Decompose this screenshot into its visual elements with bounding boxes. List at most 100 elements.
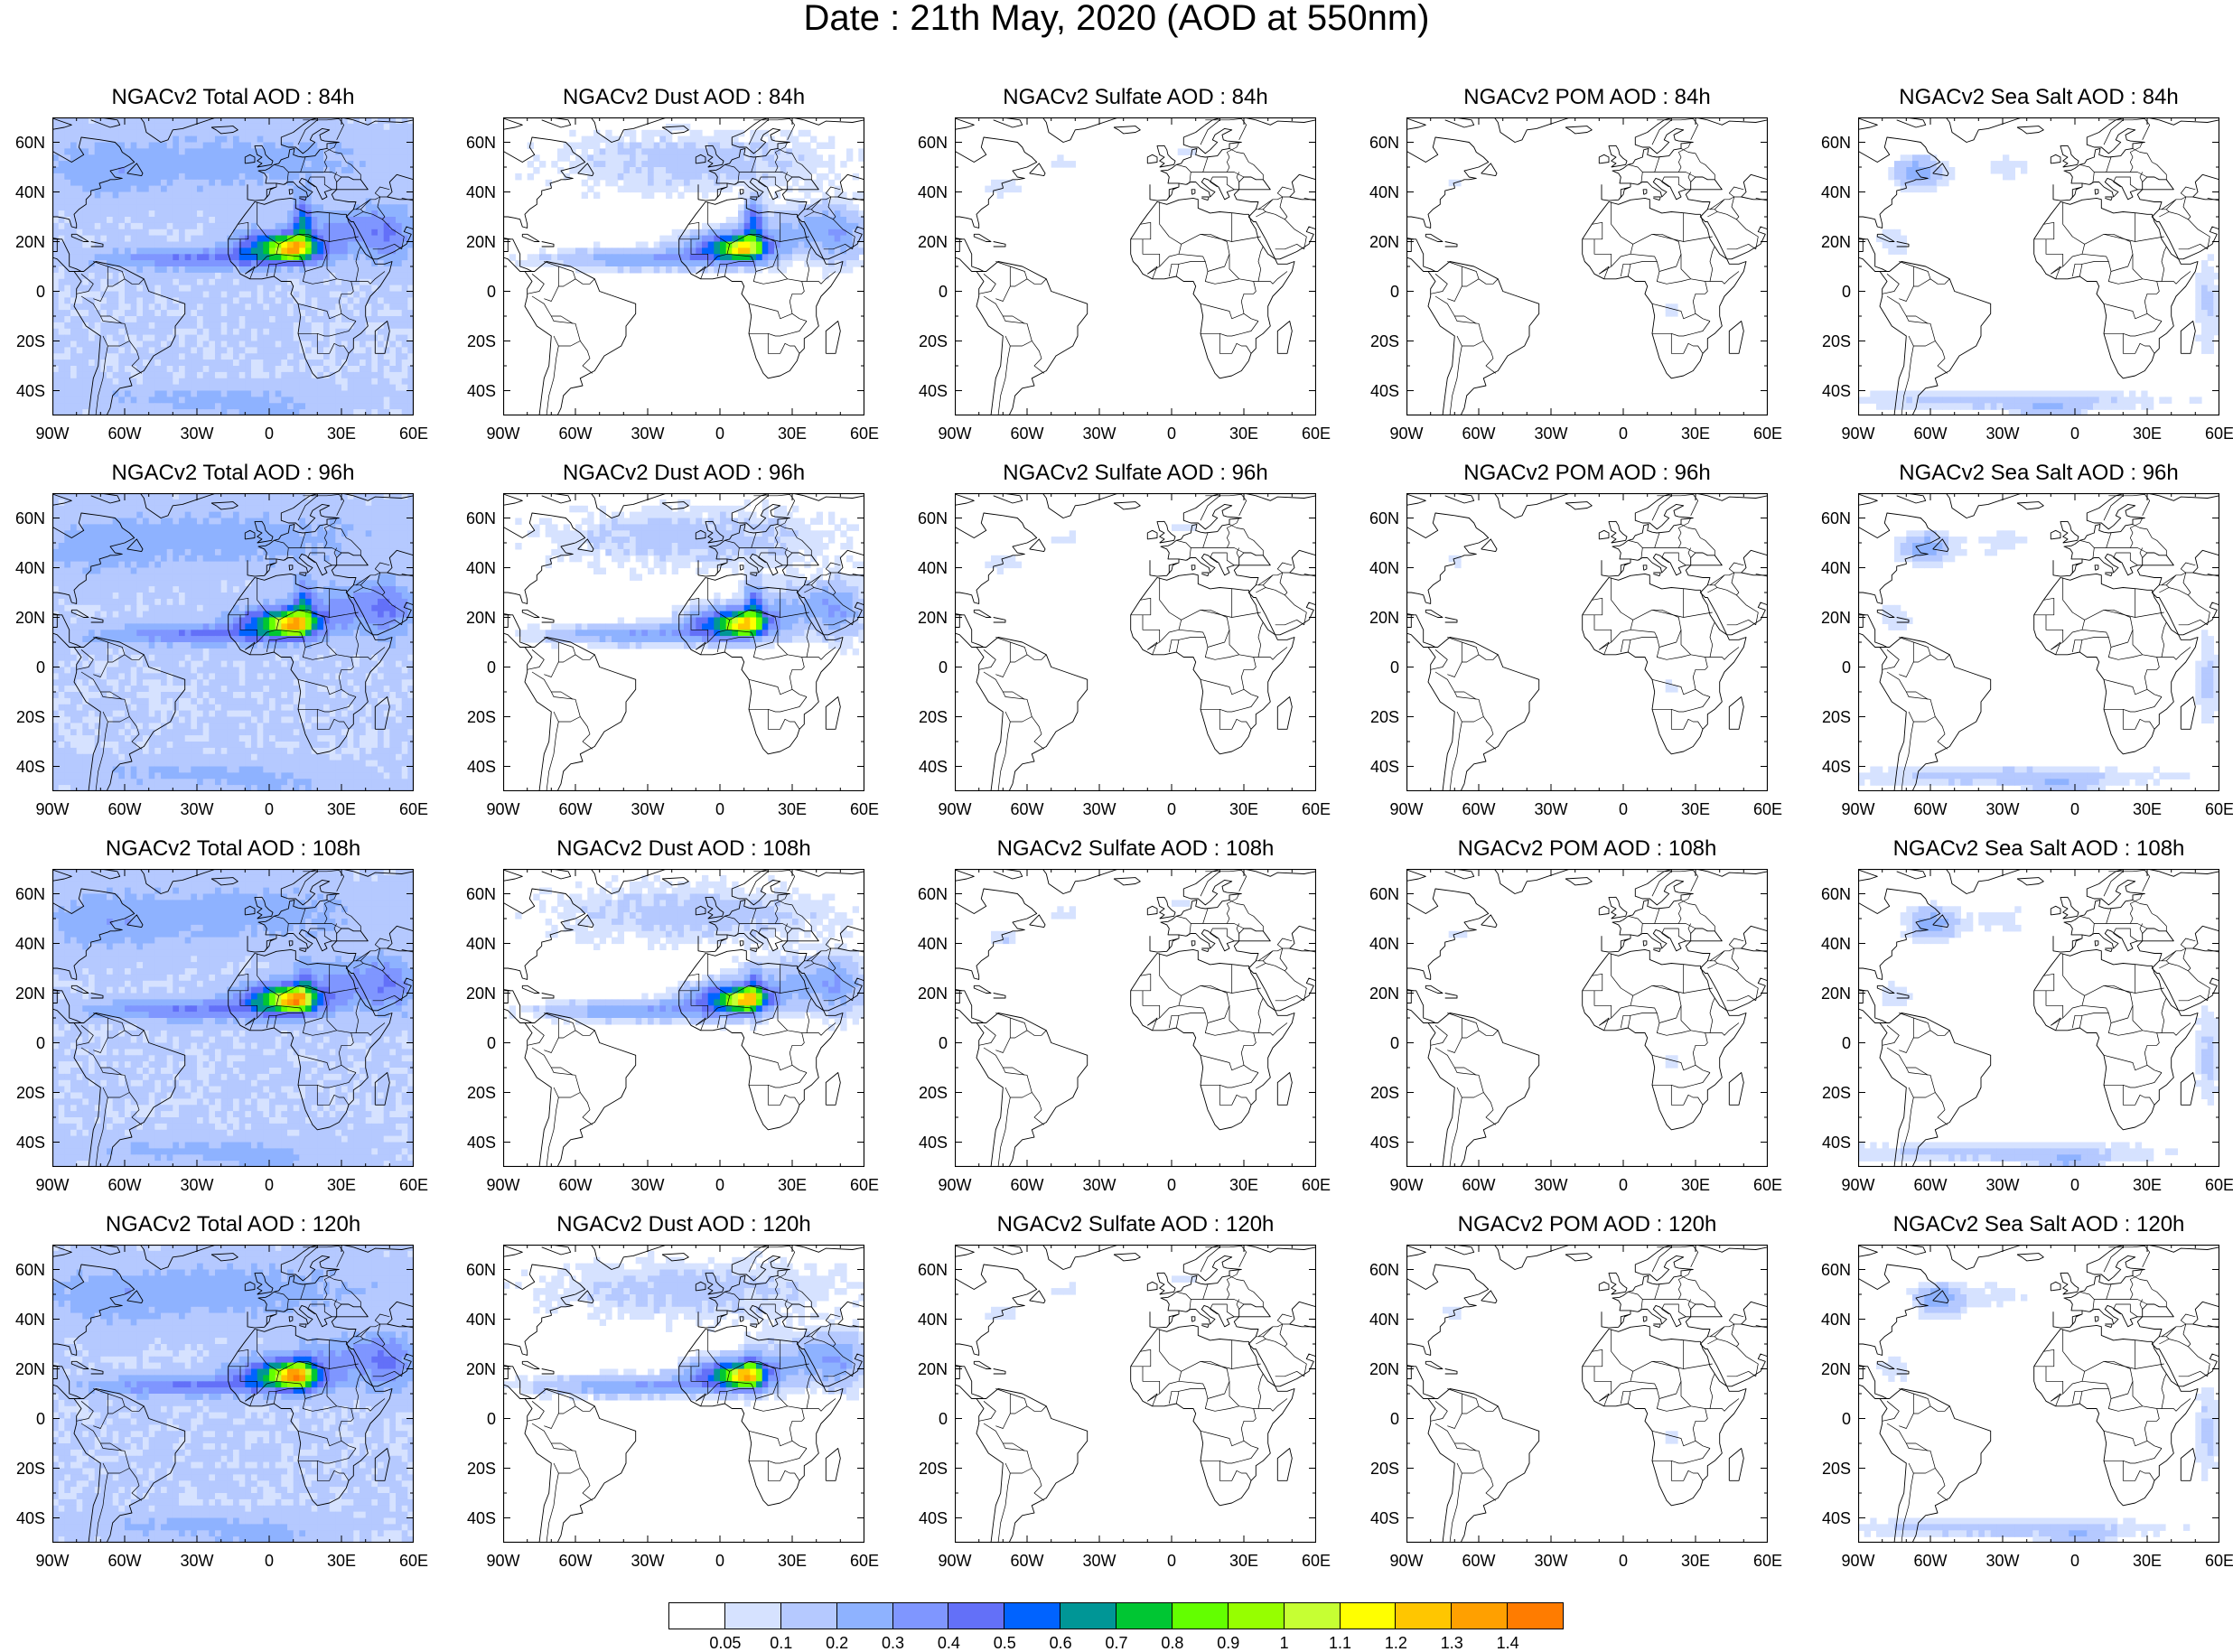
coastlines	[1406, 869, 1768, 1167]
lat-tick-label: 20N	[465, 984, 496, 1003]
aod-map	[1858, 493, 2219, 791]
panel-title: NGACv2 Total AOD : 120h	[105, 1212, 361, 1237]
lon-tick-label: 30W	[1534, 800, 1568, 818]
colorbar-swatch	[1004, 1602, 1061, 1629]
lon-tick-label: 90W	[938, 1552, 972, 1570]
lon-tick-label: 0	[1166, 800, 1176, 818]
aod-map	[1406, 493, 1768, 791]
lat-tick-label: 40S	[1369, 381, 1399, 400]
aod-field	[515, 499, 864, 656]
map-frame	[1406, 493, 1768, 791]
lat-tick-label: 60N	[465, 133, 496, 152]
colorbar-swatch	[948, 1602, 1005, 1629]
lat-tick-label: 0	[486, 1409, 496, 1428]
lat-tick-label: 40N	[917, 1310, 948, 1329]
lon-tick-label: 60W	[107, 1552, 142, 1570]
lon-tick-label: 30W	[180, 425, 214, 443]
lon-tick-label: 90W	[486, 1552, 520, 1570]
lon-tick-label: 60E	[2204, 1552, 2233, 1570]
coastlines	[52, 1245, 414, 1543]
coastlines	[955, 493, 1316, 791]
lat-tick-label: 40S	[15, 1133, 45, 1152]
coastlines	[52, 869, 414, 1167]
panel-title: NGACv2 Sulfate AOD : 96h	[1003, 461, 1268, 485]
coastlines	[503, 869, 864, 1167]
lon-tick-label: 30E	[1680, 800, 1711, 818]
lat-tick-label: 60N	[1369, 133, 1399, 152]
coastlines	[955, 117, 1316, 415]
map-panel-pom-4: NGACv2 POM AOD : 120h 60N 40N 20N 0 20S 40S 90W…	[1369, 1212, 1782, 1584]
lon-tick-label: 30W	[180, 800, 214, 818]
colorbar-swatch	[668, 1602, 725, 1629]
aod-map	[1406, 1245, 1768, 1543]
lon-tick-label: 30E	[777, 1176, 808, 1194]
lon-tick-label: 0	[1618, 1552, 1628, 1570]
lon-tick-label: 30E	[1229, 425, 1259, 443]
lat-tick-label: 0	[35, 1033, 45, 1052]
lat-tick-label: 40N	[1369, 182, 1399, 201]
map-frame	[52, 117, 414, 415]
lat-tick-label: 40S	[918, 757, 948, 776]
map-panel-dust-3: NGACv2 Dust AOD : 108h 60N 40N 20N 0 20S 40S 90…	[466, 836, 879, 1209]
lon-tick-label: 30W	[1985, 425, 2020, 443]
aod-map	[1858, 117, 2219, 415]
lat-tick-label: 20N	[465, 1359, 496, 1378]
coastlines	[1406, 117, 1768, 415]
lat-tick-label: 20S	[918, 1459, 948, 1478]
lat-tick-label: 0	[1841, 282, 1851, 301]
map-panel-pom-1: NGACv2 POM AOD : 84h 60N 40N 20N 0 20S 40S 90W 6…	[1369, 85, 1782, 457]
lon-tick-label: 60E	[2204, 1176, 2233, 1194]
lat-tick-label: 40S	[918, 1508, 948, 1527]
lon-tick-label: 60W	[107, 425, 142, 443]
lat-tick-label: 20N	[1369, 608, 1399, 627]
colorbar-label: 1.1	[1328, 1634, 1352, 1652]
aod-field	[1858, 530, 2219, 791]
map-frame	[955, 869, 1316, 1167]
lat-tick-label: 60N	[1820, 509, 1851, 527]
lon-tick-label: 60E	[1752, 1552, 1783, 1570]
lon-tick-label: 0	[1618, 1176, 1628, 1194]
lon-tick-label: 60W	[1913, 800, 1948, 818]
lat-tick-label: 40N	[1820, 934, 1851, 953]
lon-tick-label: 60W	[1913, 1552, 1948, 1570]
lat-tick-label: 20S	[1369, 1459, 1399, 1478]
lat-tick-label: 60N	[1369, 1260, 1399, 1279]
map-panel-sulfate-4: NGACv2 Sulfate AOD : 120h 60N 40N 20N 0 20S 40…	[918, 1212, 1331, 1584]
lat-tick-label: 40S	[466, 1508, 496, 1527]
lon-tick-label: 90W	[1389, 1176, 1424, 1194]
colorbar-swatch	[1451, 1602, 1509, 1629]
lon-tick-label: 30E	[326, 1552, 357, 1570]
aod-map	[955, 117, 1316, 415]
aod-field	[1858, 900, 2219, 1167]
lon-tick-label: 30W	[631, 1552, 665, 1570]
lon-tick-label: 90W	[35, 1176, 70, 1194]
colorbar-label: 1.4	[1496, 1634, 1519, 1652]
colorbar-label: 0.6	[1049, 1634, 1072, 1652]
panel-title: NGACv2 Dust AOD : 120h	[556, 1212, 811, 1237]
aod-map	[1858, 869, 2219, 1167]
lat-tick-label: 60N	[1820, 884, 1851, 903]
lon-tick-label: 60W	[1010, 800, 1044, 818]
lat-tick-label: 0	[938, 1409, 948, 1428]
lon-tick-label: 30W	[1082, 425, 1116, 443]
lat-tick-label: 0	[1389, 658, 1399, 677]
panel-title: NGACv2 Total AOD : 84h	[111, 85, 355, 109]
lat-tick-label: 40S	[1821, 757, 1851, 776]
lon-tick-label: 30E	[2132, 1176, 2163, 1194]
colorbar-swatch	[1339, 1602, 1397, 1629]
lat-tick-label: 40S	[1821, 1133, 1851, 1152]
lon-tick-label: 60W	[107, 800, 142, 818]
panel-title: NGACv2 Sulfate AOD : 108h	[996, 836, 1275, 861]
lat-tick-label: 60N	[465, 1260, 496, 1279]
lon-tick-label: 0	[264, 425, 274, 443]
lon-tick-label: 30W	[1985, 1176, 2020, 1194]
panel-title: NGACv2 Total AOD : 96h	[111, 461, 355, 485]
colorbar-label: 0.05	[709, 1634, 742, 1652]
lat-tick-label: 60N	[1369, 884, 1399, 903]
coastlines	[955, 1245, 1316, 1543]
lon-tick-label: 0	[1166, 425, 1176, 443]
lat-tick-label: 20N	[1820, 984, 1851, 1003]
map-panel-sulfate-2: NGACv2 Sulfate AOD : 96h 60N 40N 20N 0 20S 40S…	[918, 461, 1331, 833]
colorbar-label: 0.3	[881, 1634, 905, 1652]
